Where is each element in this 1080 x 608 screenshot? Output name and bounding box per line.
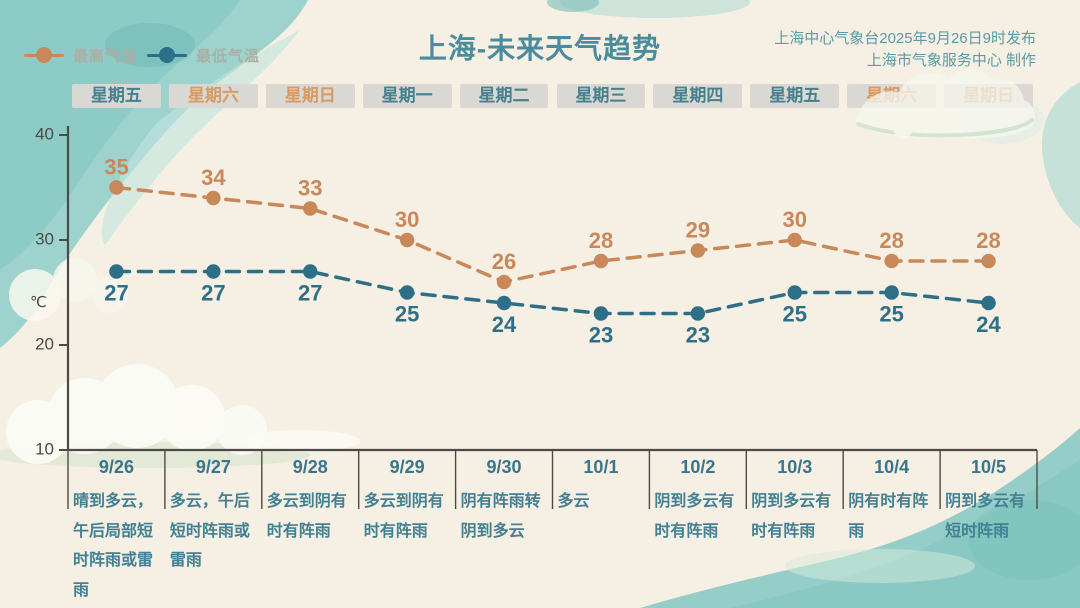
max-temp-value-5: 26: [492, 249, 516, 274]
date-label-4: 9/29: [389, 457, 425, 477]
date-label-10: 10/5: [971, 457, 1007, 477]
min-temp-value-10: 24: [976, 312, 1001, 337]
max-temp-point-1: [109, 180, 124, 195]
weather-description-6: 多云: [557, 493, 590, 510]
date-label-8: 10/3: [777, 457, 813, 477]
issuer-line1: 上海中心气象台2025年9月26日9时发布: [774, 30, 1036, 47]
min-temp-value-5: 24: [492, 312, 517, 337]
max-temp-line: [114, 185, 991, 284]
max-temp-value-4: 30: [395, 207, 419, 232]
max-temp-value-9: 28: [879, 228, 903, 253]
weather-description-2: 多云，午后短时阵雨或雷雨: [169, 493, 250, 569]
min-temp-value-6: 23: [589, 323, 613, 348]
day-header-10: 星期日: [944, 84, 1033, 108]
max-temp-value-3: 33: [298, 176, 322, 201]
y-tick-label: 30: [35, 229, 54, 248]
min-temp-value-7: 23: [686, 323, 710, 348]
weather-description-4: 多云到阴有时有阵雨: [363, 493, 444, 540]
y-tick-label: 10: [35, 439, 54, 458]
date-label-1: 9/26: [98, 457, 134, 477]
day-header-1: 星期五: [72, 84, 161, 108]
min-temp-point-2: [206, 264, 221, 279]
weather-description-3: 多云到阴有时有阵雨: [266, 493, 347, 540]
weather-description-5: 阴有阵雨转阴到多云: [460, 493, 541, 540]
weather-description-9: 阴有时有阵雨: [848, 493, 929, 540]
max-temp-point-8: [787, 232, 802, 248]
day-header-5: 星期二: [459, 84, 549, 108]
day-header-6: 星期三: [556, 84, 646, 108]
min-temp-point-6: [593, 306, 609, 321]
max-temp-point-5: [496, 274, 512, 290]
min-temp-value-2: 27: [201, 281, 225, 306]
min-temp-point-3: [303, 264, 318, 279]
max-temp-value-8: 30: [783, 207, 807, 232]
weather-description-8: 阴到多云有时有阵雨: [751, 493, 832, 540]
min-temp-value-8: 25: [783, 302, 807, 327]
max-temp-value-10: 28: [976, 228, 1000, 253]
min-temp-point-4: [399, 285, 415, 300]
date-label-6: 10/1: [583, 457, 619, 477]
max-temp-point-9: [884, 253, 899, 269]
date-label-2: 9/27: [195, 457, 231, 477]
max-temp-point-10: [981, 253, 996, 269]
min-temp-value-4: 25: [395, 302, 419, 327]
max-temp-value-2: 34: [201, 165, 226, 190]
min-temp-point-7: [690, 306, 706, 321]
min-temp-point-10: [981, 295, 996, 311]
min-temp-point-1: [109, 264, 124, 279]
min-temp-value-3: 27: [298, 281, 322, 306]
weather-description-10: 阴到多云有短时阵雨: [945, 493, 1026, 540]
max-temp-point-7: [690, 243, 706, 258]
day-header-9: 星期六: [847, 84, 937, 108]
date-label-9: 10/4: [874, 457, 910, 477]
max-temp-value-6: 28: [589, 228, 613, 253]
max-temp-point-3: [303, 201, 318, 216]
max-temp-point-2: [206, 190, 221, 206]
day-header-7: 星期四: [653, 84, 743, 108]
min-temp-line: [114, 269, 991, 316]
min-temp-value-1: 27: [104, 281, 128, 306]
issuer-line2: 上海市气象服务中心 制作: [866, 52, 1036, 69]
issuer-info: 上海中心气象台2025年9月26日9时发布 上海市气象服务中心 制作: [774, 28, 1036, 72]
max-temp-point-6: [593, 253, 609, 269]
day-header-8: 星期五: [750, 84, 840, 108]
y-axis-unit-label: ℃: [30, 294, 47, 311]
weather-description-1: 晴到多云，午后局部短时阵雨或雷雨: [73, 493, 154, 599]
min-temp-value-9: 25: [879, 302, 903, 327]
min-temp-point-9: [884, 285, 899, 300]
min-temp-point-8: [787, 285, 802, 300]
day-header-4: 星期一: [362, 84, 452, 108]
page-title: 上海-未来天气趋势: [418, 33, 662, 64]
date-label-3: 9/28: [292, 457, 328, 477]
y-tick-label: 40: [35, 124, 54, 143]
date-label-7: 10/2: [680, 457, 716, 477]
max-temp-value-7: 29: [686, 218, 710, 243]
y-tick-label: 20: [35, 334, 54, 353]
weather-description-7: 阴到多云有时有阵雨: [654, 493, 735, 540]
min-temp-point-5: [496, 295, 512, 311]
date-label-5: 9/30: [486, 457, 522, 477]
max-temp-value-1: 35: [104, 155, 128, 180]
day-header-2: 星期六: [168, 84, 258, 108]
day-header-3: 星期日: [265, 84, 355, 108]
max-temp-point-4: [399, 232, 415, 248]
